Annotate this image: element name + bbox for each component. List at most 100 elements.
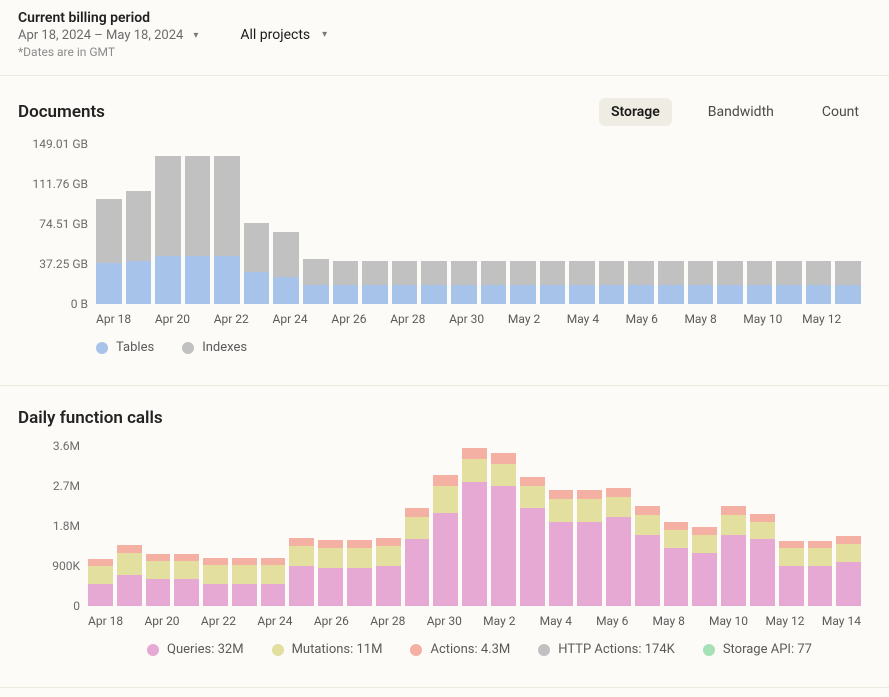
bar[interactable]: [303, 144, 329, 304]
bar[interactable]: [510, 144, 536, 304]
bar[interactable]: [540, 144, 566, 304]
bar[interactable]: [462, 446, 487, 606]
x-axis-label: Apr 24: [273, 312, 332, 326]
y-axis-label: 74.51 GB: [39, 217, 88, 231]
bar[interactable]: [520, 446, 545, 606]
legend-item[interactable]: Actions: 4.3M: [410, 642, 510, 657]
bar[interactable]: [577, 446, 602, 606]
function-calls-section: Daily function calls 0900K1.8M2.7M3.6M A…: [0, 386, 889, 688]
bar[interactable]: [750, 446, 775, 606]
legend-swatch: [182, 342, 194, 354]
x-axis-label: May 8: [653, 614, 709, 628]
bar[interactable]: [146, 446, 171, 606]
bar[interactable]: [664, 446, 689, 606]
bar[interactable]: [347, 446, 372, 606]
legend-item[interactable]: Queries: 32M: [147, 642, 244, 657]
x-axis-label: Apr 28: [390, 312, 449, 326]
legend-swatch: [96, 342, 108, 354]
legend-label: Indexes: [202, 340, 247, 355]
bar[interactable]: [203, 446, 228, 606]
x-axis-label: May 10: [709, 614, 765, 628]
legend-item[interactable]: Mutations: 11M: [272, 642, 383, 657]
x-axis-label: Apr 30: [449, 312, 508, 326]
bar[interactable]: [392, 144, 418, 304]
bar[interactable]: [692, 446, 717, 606]
x-axis-label: Apr 18: [88, 614, 144, 628]
bar[interactable]: [451, 144, 477, 304]
function-calls-chart: 0900K1.8M2.7M3.6M Apr 18Apr 20Apr 22Apr …: [18, 446, 871, 657]
bar[interactable]: [155, 144, 181, 304]
legend-label: Mutations: 11M: [292, 642, 383, 657]
legend-label: Actions: 4.3M: [430, 642, 510, 657]
billing-period-selector[interactable]: Apr 18, 2024 – May 18, 2024 ▾: [18, 28, 198, 43]
x-axis-label: Apr 20: [155, 312, 214, 326]
y-axis-label: 111.76 GB: [32, 177, 88, 191]
bar[interactable]: [174, 446, 199, 606]
bar[interactable]: [126, 144, 152, 304]
legend-label: Queries: 32M: [167, 642, 244, 657]
bar[interactable]: [362, 144, 388, 304]
x-axis-label: May 6: [596, 614, 652, 628]
section-header: Documents Storage Bandwidth Count: [18, 98, 871, 126]
bar[interactable]: [658, 144, 684, 304]
bar[interactable]: [232, 446, 257, 606]
bar[interactable]: [808, 446, 833, 606]
legend-item[interactable]: Indexes: [182, 340, 247, 355]
x-axis-label: May 8: [684, 312, 743, 326]
legend-label: HTTP Actions: 174K: [558, 642, 675, 657]
y-axis-label: 900K: [52, 559, 80, 573]
legend-item[interactable]: HTTP Actions: 174K: [538, 642, 675, 657]
x-axis-label: May 10: [743, 312, 802, 326]
bar[interactable]: [333, 144, 359, 304]
bar[interactable]: [117, 446, 142, 606]
bar[interactable]: [836, 446, 861, 606]
bar[interactable]: [635, 446, 660, 606]
tab-bandwidth[interactable]: Bandwidth: [696, 98, 786, 126]
bar[interactable]: [289, 446, 314, 606]
legend-item[interactable]: Storage API: 77: [703, 642, 812, 657]
bar[interactable]: [599, 144, 625, 304]
bar[interactable]: [244, 144, 270, 304]
bar[interactable]: [717, 144, 743, 304]
bar[interactable]: [606, 446, 631, 606]
y-axis-label: 0 B: [71, 297, 88, 311]
billing-period-note: *Dates are in GMT: [18, 45, 198, 59]
bar[interactable]: [261, 446, 286, 606]
bar[interactable]: [185, 144, 211, 304]
bar[interactable]: [96, 144, 122, 304]
bar[interactable]: [549, 446, 574, 606]
bar[interactable]: [835, 144, 861, 304]
bar[interactable]: [405, 446, 430, 606]
legend-swatch: [410, 644, 422, 656]
bar[interactable]: [214, 144, 240, 304]
bar[interactable]: [779, 446, 804, 606]
bar[interactable]: [318, 446, 343, 606]
bar[interactable]: [481, 144, 507, 304]
bar[interactable]: [273, 144, 299, 304]
project-selector[interactable]: All projects ▾: [240, 27, 327, 43]
bar[interactable]: [806, 144, 832, 304]
bar[interactable]: [776, 144, 802, 304]
x-axis-label: May 12: [802, 312, 861, 326]
legend-item[interactable]: Tables: [96, 340, 154, 355]
bar[interactable]: [688, 144, 714, 304]
bar[interactable]: [569, 144, 595, 304]
chevron-down-icon: ▾: [322, 29, 327, 40]
x-axis-label: Apr 24: [257, 614, 313, 628]
bar[interactable]: [421, 144, 447, 304]
x-axis-label: Apr 26: [331, 312, 390, 326]
x-axis-label: May 4: [540, 614, 596, 628]
x-axis-label: Apr 20: [144, 614, 200, 628]
bar[interactable]: [376, 446, 401, 606]
bar[interactable]: [747, 144, 773, 304]
bar[interactable]: [88, 446, 113, 606]
legend-label: Storage API: 77: [723, 642, 812, 657]
bar[interactable]: [628, 144, 654, 304]
x-axis-label: May 4: [567, 312, 626, 326]
x-axis-label: May 2: [483, 614, 539, 628]
bar[interactable]: [433, 446, 458, 606]
tab-storage[interactable]: Storage: [599, 98, 672, 126]
tab-count[interactable]: Count: [810, 98, 871, 126]
bar[interactable]: [491, 446, 516, 606]
bar[interactable]: [721, 446, 746, 606]
